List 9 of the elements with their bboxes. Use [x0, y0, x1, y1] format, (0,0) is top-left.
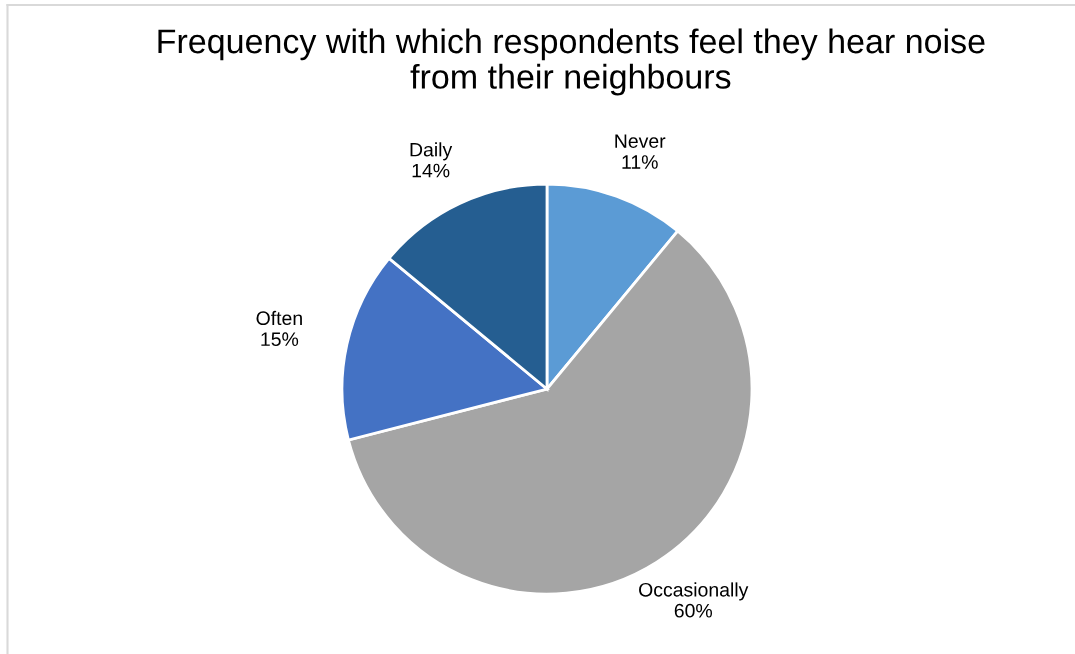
- data-label: 11%: [622, 155, 658, 169]
- slice-label: Often: [256, 310, 302, 326]
- slice-label: Occasionally: [639, 582, 749, 601]
- data-label: 60%: [674, 603, 713, 618]
- data-label: 15%: [261, 332, 299, 347]
- slice-label: Daily: [410, 142, 453, 161]
- slice-label: Never: [615, 134, 666, 148]
- chart-title: Frequency with which respondents feel they hear noise from their neighbours: [158, 28, 985, 96]
- data-label: 14%: [412, 163, 450, 178]
